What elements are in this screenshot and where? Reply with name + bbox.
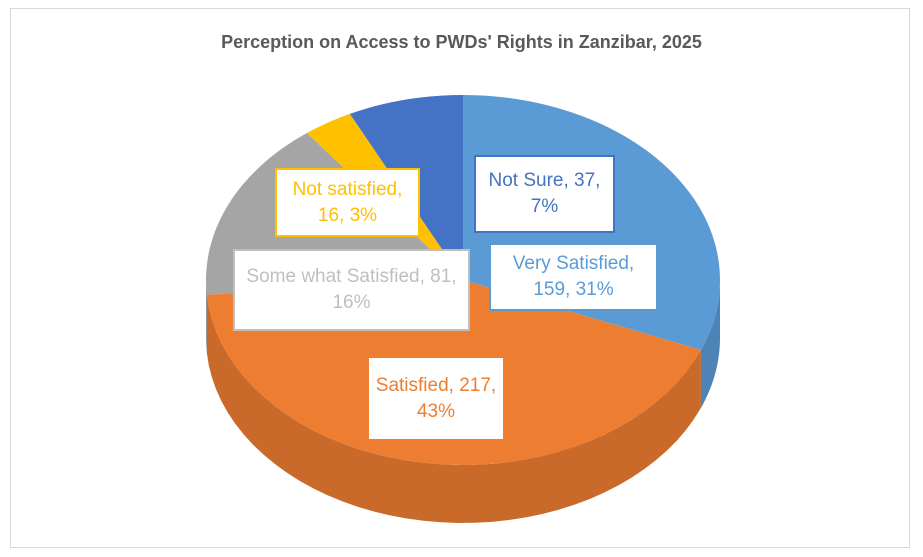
chart-frame [10, 8, 910, 548]
slice-side [206, 294, 701, 523]
data-label: Not satisfied, 16, 3% [275, 168, 420, 237]
data-label: Very Satisfied, 159, 31% [489, 243, 658, 311]
slice-side [700, 280, 720, 409]
data-label: Satisfied, 217, 43% [367, 356, 505, 441]
slice-side [206, 280, 207, 353]
data-label: Not Sure, 37, 7% [474, 155, 615, 233]
data-label: Some what Satisfied, 81, 16% [233, 249, 470, 331]
chart-title: Perception on Access to PWDs' Rights in … [221, 32, 702, 52]
